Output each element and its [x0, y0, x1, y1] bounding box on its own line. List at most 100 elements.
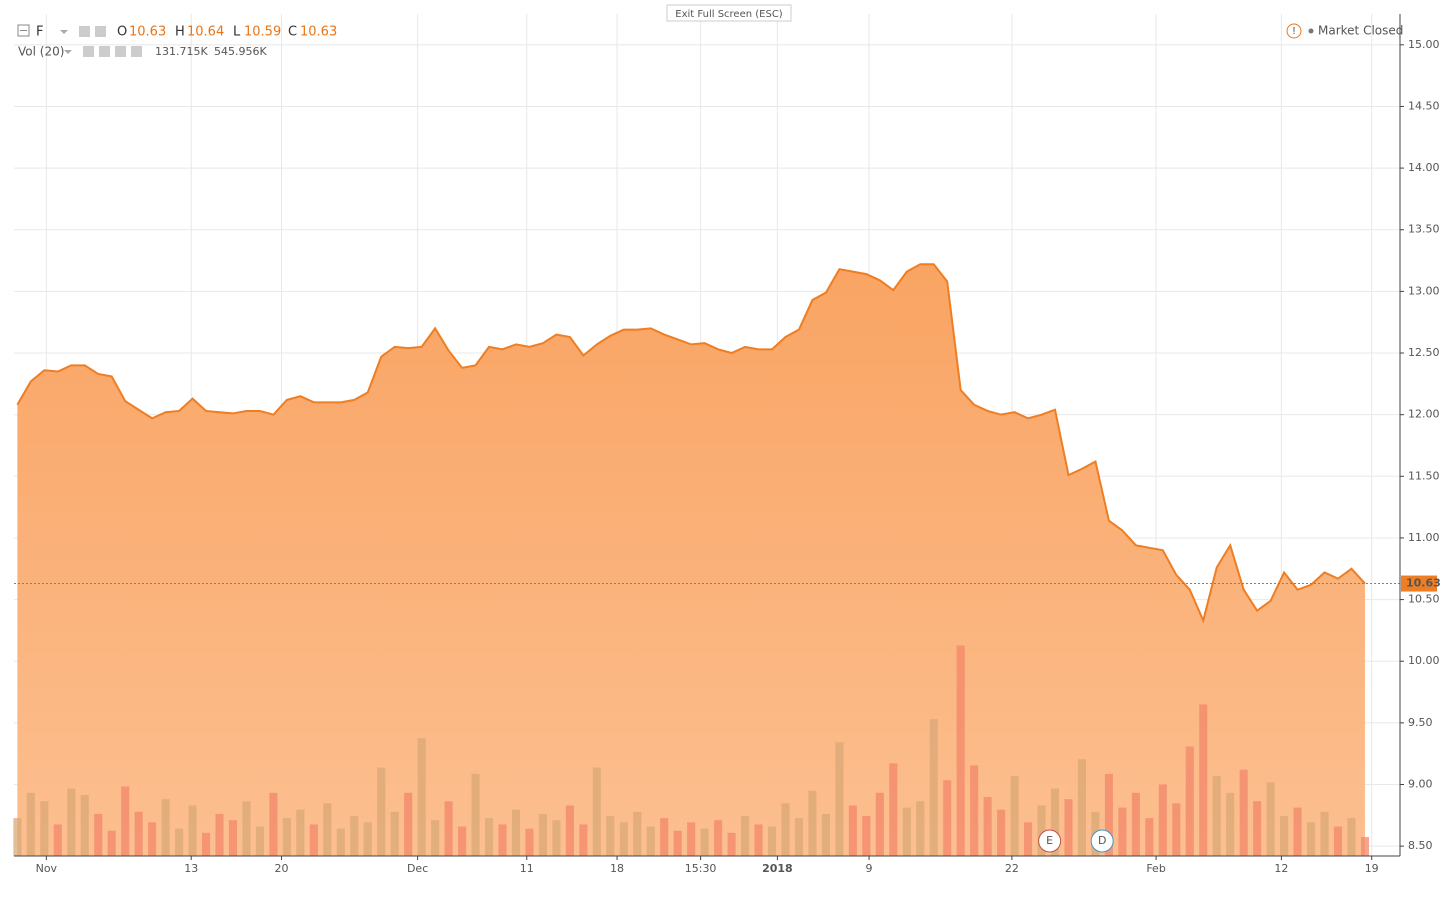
icon[interactable]: [131, 46, 142, 57]
volume-bar: [1307, 822, 1316, 856]
y-tick-label: 14.50: [1408, 99, 1440, 112]
volume-bar: [1145, 818, 1154, 856]
dropdown-icon[interactable]: [60, 30, 68, 34]
volume-bar: [107, 830, 116, 856]
volume-bar: [1024, 822, 1033, 856]
volume-bar: [1320, 811, 1329, 856]
volume-bar: [646, 826, 655, 856]
x-tick-label: 22: [1005, 862, 1019, 875]
volume-bar: [848, 805, 857, 856]
volume-bar: [53, 824, 62, 856]
event-label: D: [1098, 834, 1106, 847]
volume-bar: [660, 818, 669, 856]
volume-bar: [538, 813, 547, 856]
x-tick-label: 11: [520, 862, 534, 875]
y-tick-label: 13.50: [1408, 223, 1440, 236]
volume-bar: [916, 801, 925, 856]
volume-bar: [579, 824, 588, 856]
volume-bar: [552, 820, 561, 856]
volume-bar: [511, 809, 521, 856]
volume-bar: [929, 719, 938, 856]
event-marker[interactable]: [1038, 829, 1062, 853]
alert-icon-mark: !: [1292, 26, 1296, 37]
volume-bar: [673, 830, 682, 856]
event-marker[interactable]: [1090, 829, 1114, 853]
volume-bar: [794, 818, 804, 856]
price-line: [16, 263, 1366, 624]
volume-bar: [444, 801, 453, 856]
ohlc-label: O: [117, 25, 127, 40]
volume-bar: [309, 824, 318, 856]
volume-bar: [498, 824, 507, 856]
volume-bar: [1010, 776, 1019, 856]
symbol: F: [36, 25, 43, 40]
volume-bar: [350, 816, 359, 856]
volume-bar: [781, 803, 790, 856]
ohlc-value: 10.59: [244, 25, 281, 40]
volume-bar: [1131, 792, 1140, 856]
volume-bar: [1172, 803, 1181, 856]
volume-bar: [1185, 746, 1194, 856]
x-tick-label: Dec: [407, 862, 428, 875]
volume-bar: [40, 801, 49, 856]
volume-bar: [633, 811, 642, 856]
volume-bar: [592, 767, 601, 856]
x-tick-label: Nov: [36, 862, 58, 875]
volume-bar: [175, 828, 184, 856]
y-tick-label: 12.50: [1408, 346, 1440, 359]
volume-bar: [970, 765, 979, 856]
y-tick-label: 10.50: [1408, 593, 1440, 606]
volume-bar: [201, 832, 211, 856]
y-tick-label: 8.50: [1408, 839, 1433, 852]
volume-bar: [282, 818, 291, 856]
volume-bar: [619, 822, 628, 856]
volume-bar: [269, 792, 278, 856]
volume-bar: [1333, 826, 1343, 856]
volume-bar: [377, 767, 386, 856]
volume-bar: [1266, 782, 1275, 856]
exit-button[interactable]: [666, 4, 792, 22]
volume-bar: [215, 813, 224, 856]
volume-bar: [1239, 769, 1248, 856]
alert-icon[interactable]: [1286, 23, 1302, 39]
volume-bar: [767, 826, 777, 856]
ohlc-label: C: [288, 25, 297, 40]
volume-bar: [363, 822, 372, 856]
x-tick-label: 13: [184, 862, 198, 875]
volume-bar: [1077, 759, 1087, 856]
volume-bar: [525, 828, 534, 856]
volume-bar: [121, 786, 130, 856]
plot: [13, 263, 1400, 856]
volume-bar: [808, 790, 817, 856]
y-tick-label: 12.00: [1408, 408, 1440, 421]
ohlc-label: L: [233, 25, 241, 40]
collapse-icon[interactable]: [17, 24, 30, 37]
icon[interactable]: [79, 26, 90, 37]
volume-bar: [606, 816, 615, 856]
ohlc-value: 10.64: [187, 25, 224, 40]
y-tick-label: 11.50: [1408, 469, 1440, 482]
volume-bar: [956, 645, 965, 856]
icon[interactable]: [99, 46, 110, 57]
volume-bar: [134, 811, 143, 856]
icon[interactable]: [95, 26, 106, 37]
volume-bar: [727, 832, 736, 856]
volume-value: 545.956K: [214, 45, 267, 58]
y-tick-label: 11.00: [1408, 531, 1440, 544]
x-tick-label: 2018: [762, 862, 793, 875]
y-tick-label: 10.00: [1408, 654, 1440, 667]
volume-bar: [1253, 801, 1262, 856]
volume-bar: [565, 805, 574, 856]
icon[interactable]: [115, 46, 126, 57]
exit-button-text[interactable]: Exit Full Screen (ESC): [675, 9, 783, 20]
volume-bar: [1280, 816, 1289, 856]
icon[interactable]: [83, 46, 94, 57]
volume-bar: [94, 813, 103, 856]
y-tick-label: 9.00: [1408, 777, 1433, 790]
dropdown-icon[interactable]: [64, 50, 72, 54]
volume-bar: [700, 828, 709, 856]
x-tick-label: 19: [1365, 862, 1379, 875]
volume-bar: [875, 792, 884, 856]
volume-label: Vol (20): [18, 45, 64, 59]
